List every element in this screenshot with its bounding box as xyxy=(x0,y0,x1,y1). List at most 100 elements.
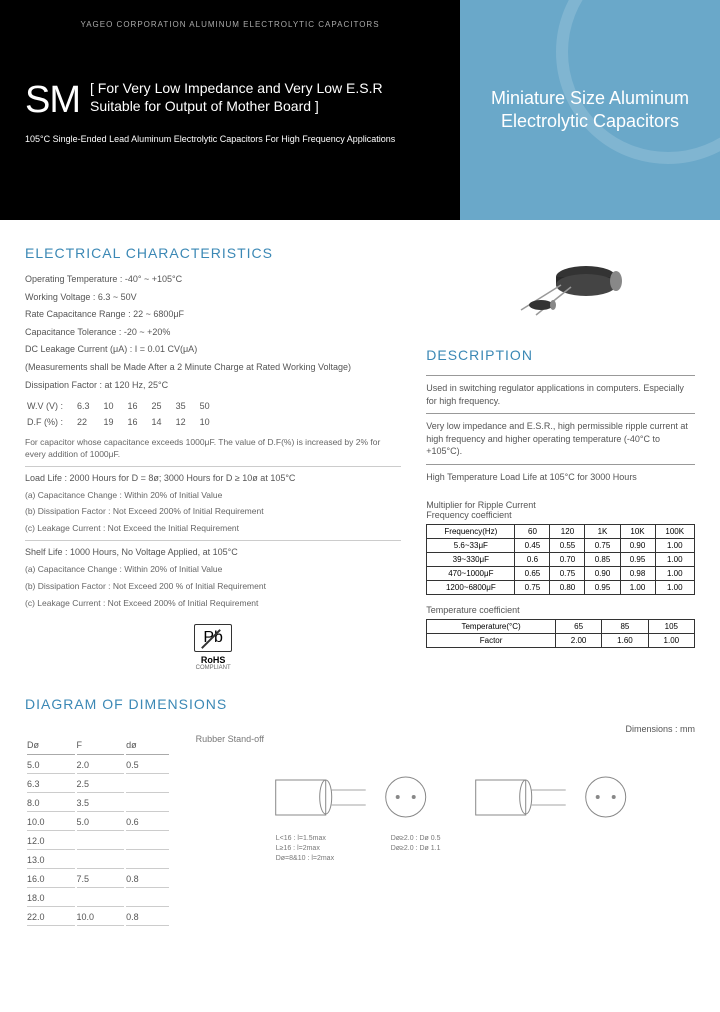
dimensions-title: DIAGRAM OF DIMENSIONS xyxy=(25,696,695,712)
frequency-coefficient-table: Frequency(Hz)601201K10K100K 5.6~33μF0.45… xyxy=(426,524,695,595)
dim-cell: 22.0 xyxy=(27,909,75,926)
freq-cell: 5.6~33μF xyxy=(427,538,515,552)
dim-cell: 6.3 xyxy=(27,776,75,793)
freq-cell: 1200~6800μF xyxy=(427,580,515,594)
dimension-diagram: Rubber Stand-off L<16 : l=1 xyxy=(196,734,695,928)
content-area: ELECTRICAL CHARACTERISTICS Operating Tem… xyxy=(0,220,720,953)
dim-row: 6.32.5 xyxy=(27,776,169,793)
df-cell: 16 xyxy=(128,399,150,413)
dim-header: dø xyxy=(126,736,169,755)
df-cell: 22 xyxy=(77,415,102,429)
description-item: Very low impedance and E.S.R., high perm… xyxy=(426,413,695,464)
dim-cell xyxy=(77,852,125,869)
dimensions-unit: Dimensions : mm xyxy=(25,724,695,734)
temp-header: Temperature(°C) xyxy=(427,619,556,633)
freq-cell: 0.70 xyxy=(550,552,585,566)
dim-cell: 0.5 xyxy=(126,757,169,774)
df-cell: 12 xyxy=(176,415,198,429)
shelf-life: Shelf Life : 1000 Hours, No Voltage Appl… xyxy=(25,540,401,559)
freq-cell: 1.00 xyxy=(655,552,694,566)
capacitor-image xyxy=(426,245,695,335)
shelf-item: (a) Capacitance Change : Within 20% of I… xyxy=(25,564,401,576)
dimensions-table: DøFdø 5.02.00.56.32.58.03.510.05.00.612.… xyxy=(25,734,171,928)
df-cell: 10 xyxy=(200,415,222,429)
freq-cell: 1.00 xyxy=(620,580,655,594)
left-column: ELECTRICAL CHARACTERISTICS Operating Tem… xyxy=(25,245,401,691)
freq-cell: 1.00 xyxy=(655,580,694,594)
freq-row: 1200~6800μF0.750.800.951.001.00 xyxy=(427,580,695,594)
df-cell: 16 xyxy=(128,415,150,429)
df-label: Dissipation Factor : at 120 Hz, 25°C xyxy=(25,379,401,392)
temp-label: Temperature coefficient xyxy=(426,605,695,615)
freq-cell: 39~330μF xyxy=(427,552,515,566)
freq-cell: 0.6 xyxy=(515,552,550,566)
dim-row: 18.0 xyxy=(27,890,169,907)
spec-line: DC Leakage Current (μA) : I = 0.01 CV(μA… xyxy=(25,343,401,356)
series-subtitle: 105°C Single-Ended Lead Aluminum Electro… xyxy=(25,134,435,144)
temp-cell: 2.00 xyxy=(555,633,601,647)
dim-cell: 13.0 xyxy=(27,852,75,869)
df-cell: 35 xyxy=(176,399,198,413)
dim-cell: 10.0 xyxy=(77,909,125,926)
dim-row: 13.0 xyxy=(27,852,169,869)
freq-cell: 0.55 xyxy=(550,538,585,552)
freq-cell: 0.90 xyxy=(620,538,655,552)
df-cell: D.F (%) : xyxy=(27,415,75,429)
dim-row: 10.05.00.6 xyxy=(27,814,169,831)
freq-row: 470~1000μF0.650.750.900.981.00 xyxy=(427,566,695,580)
temp-cell: 1.00 xyxy=(648,633,694,647)
dim-cell xyxy=(126,890,169,907)
temp-header: 65 xyxy=(555,619,601,633)
dim-header: F xyxy=(77,736,125,755)
df-note: For capacitor whose capacitance exceeds … xyxy=(25,437,401,461)
electrical-title: ELECTRICAL CHARACTERISTICS xyxy=(25,245,401,261)
dim-row: 12.0 xyxy=(27,833,169,850)
description-item: Used in switching regulator applications… xyxy=(426,375,695,413)
load-item: (b) Dissipation Factor : Not Exceed 200%… xyxy=(25,506,401,518)
dimension-schematic: L<16 : l=1.5max L≥16 : l=2max Dø=8&10 : … xyxy=(196,750,695,880)
dim-header: Dø xyxy=(27,736,75,755)
temp-header: 105 xyxy=(648,619,694,633)
freq-cell: 470~1000μF xyxy=(427,566,515,580)
df-cell: W.V (V) : xyxy=(27,399,75,413)
freq-header: 100K xyxy=(655,524,694,538)
shelf-item: (c) Leakage Current : Not Exceed 200% of… xyxy=(25,598,401,610)
series-badge: SM xyxy=(25,79,80,122)
freq-cell: 0.75 xyxy=(585,538,620,552)
freq-cell: 1.00 xyxy=(655,538,694,552)
df-cell: 10 xyxy=(104,399,126,413)
freq-cell: 0.45 xyxy=(515,538,550,552)
ripple-label2: Frequency coefficient xyxy=(426,510,695,520)
pb-free-icon: Pb xyxy=(194,624,232,652)
dim-cell: 0.8 xyxy=(126,909,169,926)
rohs-compliance: Pb RoHS COMPLIANT xyxy=(25,624,401,671)
spec-line: Capacitance Tolerance : -20 ~ +20% xyxy=(25,326,401,339)
spec-line: Operating Temperature : -40° ~ +105°C xyxy=(25,273,401,286)
rohs-subtext: COMPLIANT xyxy=(25,665,401,671)
freq-cell: 0.85 xyxy=(585,552,620,566)
df-cell: 25 xyxy=(152,399,174,413)
freq-cell: 0.80 xyxy=(550,580,585,594)
svg-text:Dø=8&10 : l=2max: Dø=8&10 : l=2max xyxy=(275,855,334,862)
temp-header: 85 xyxy=(602,619,648,633)
dim-cell: 7.5 xyxy=(77,871,125,888)
dim-row: 22.010.00.8 xyxy=(27,909,169,926)
freq-row: 39~330μF0.60.700.850.951.00 xyxy=(427,552,695,566)
dim-cell: 5.0 xyxy=(27,757,75,774)
dim-cell xyxy=(77,833,125,850)
dim-row: 8.03.5 xyxy=(27,795,169,812)
freq-cell: 0.98 xyxy=(620,566,655,580)
temp-cell: 1.60 xyxy=(602,633,648,647)
dim-cell: 3.5 xyxy=(77,795,125,812)
dim-cell: 16.0 xyxy=(27,871,75,888)
header-left-panel: YAGEO CORPORATION ALUMINUM ELECTROLYTIC … xyxy=(0,0,460,220)
dim-cell: 0.6 xyxy=(126,814,169,831)
rohs-text: RoHS xyxy=(25,655,401,665)
dim-cell xyxy=(126,833,169,850)
load-life: Load Life : 2000 Hours for D = 8ø; 3000 … xyxy=(25,466,401,485)
temperature-coefficient-table: Temperature(°C)6585105 Factor2.001.601.0… xyxy=(426,619,695,648)
spec-line: (Measurements shall be Made After a 2 Mi… xyxy=(25,361,401,374)
freq-header: 60 xyxy=(515,524,550,538)
dim-cell: 12.0 xyxy=(27,833,75,850)
dim-cell: 18.0 xyxy=(27,890,75,907)
